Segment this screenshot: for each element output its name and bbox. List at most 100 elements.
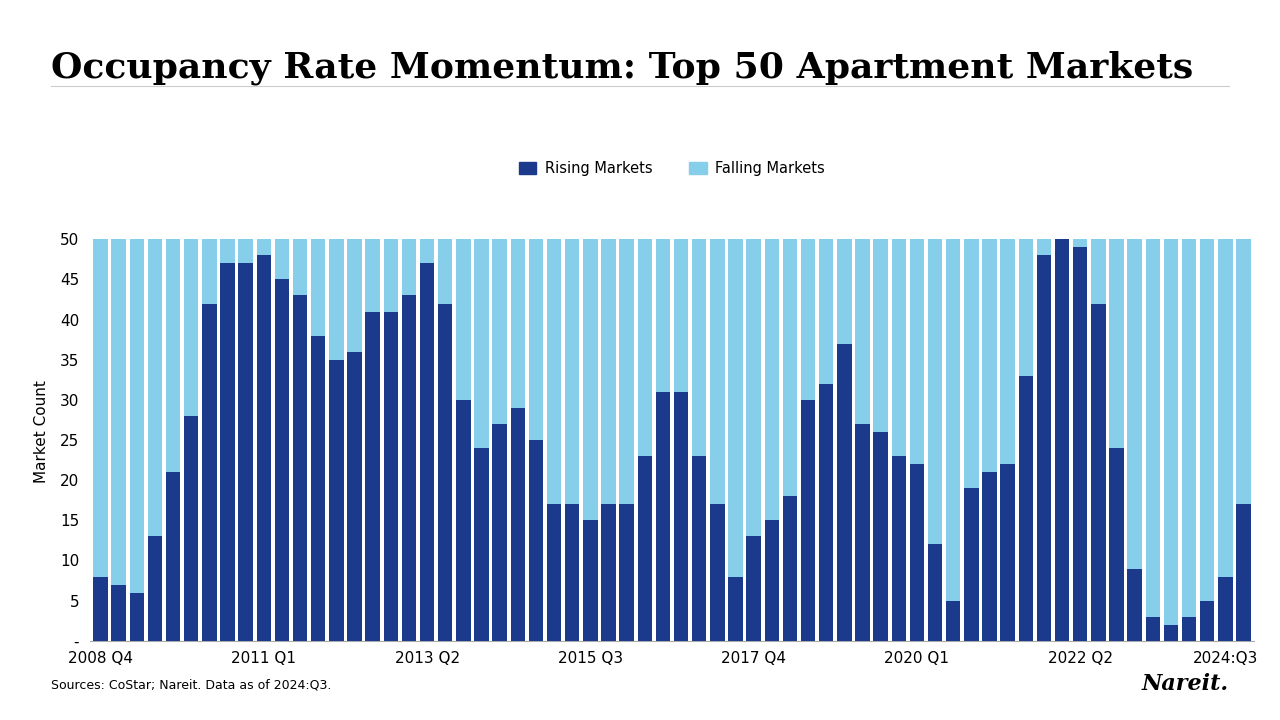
Bar [184, 239, 198, 641]
Bar [293, 239, 307, 641]
Bar [801, 400, 815, 641]
Bar [1128, 239, 1142, 641]
Bar [511, 239, 525, 641]
Bar [147, 239, 163, 641]
Bar [238, 264, 253, 641]
Bar [1001, 239, 1015, 641]
Bar [420, 264, 434, 641]
Bar [1073, 247, 1088, 641]
Bar [1019, 376, 1033, 641]
Bar [746, 239, 760, 641]
Bar [928, 239, 942, 641]
Bar [256, 239, 271, 641]
Bar [238, 239, 253, 641]
Bar [474, 239, 489, 641]
Bar [584, 239, 598, 641]
Bar [1181, 617, 1197, 641]
Bar [710, 239, 724, 641]
Bar [964, 488, 979, 641]
Bar [129, 593, 145, 641]
Bar [1236, 504, 1251, 641]
Bar [329, 360, 343, 641]
Bar [1219, 577, 1233, 641]
Bar [511, 408, 525, 641]
Bar [602, 239, 616, 641]
Bar [837, 343, 851, 641]
Bar [293, 295, 307, 641]
Bar [1073, 239, 1088, 641]
Bar [655, 239, 671, 641]
Legend: Rising Markets, Falling Markets: Rising Markets, Falling Markets [513, 156, 831, 182]
Bar [928, 544, 942, 641]
Bar [1164, 625, 1178, 641]
Bar [1037, 239, 1051, 641]
Text: Sources: CoStar; Nareit. Data as of 2024:Q3.: Sources: CoStar; Nareit. Data as of 2024… [51, 678, 332, 691]
Bar [1110, 448, 1124, 641]
Bar [764, 239, 780, 641]
Bar [637, 456, 652, 641]
Bar [1001, 464, 1015, 641]
Bar [329, 239, 343, 641]
Bar [365, 239, 380, 641]
Text: Occupancy Rate Momentum: Top 50 Apartment Markets: Occupancy Rate Momentum: Top 50 Apartmen… [51, 50, 1193, 85]
Bar [1110, 239, 1124, 641]
Bar [892, 456, 906, 641]
Bar [564, 504, 580, 641]
Bar [166, 472, 180, 641]
Bar [93, 577, 108, 641]
Bar [1019, 239, 1033, 641]
Bar [1146, 239, 1160, 641]
Y-axis label: Market Count: Market Count [33, 381, 49, 483]
Bar [474, 448, 489, 641]
Bar [910, 464, 924, 641]
Bar [728, 577, 742, 641]
Bar [129, 239, 145, 641]
Bar [1199, 239, 1215, 641]
Bar [93, 239, 108, 641]
Bar [873, 432, 888, 641]
Bar [184, 416, 198, 641]
Bar [692, 456, 707, 641]
Bar [347, 239, 362, 641]
Bar [673, 239, 689, 641]
Bar [746, 536, 760, 641]
Bar [365, 312, 380, 641]
Bar [1091, 304, 1106, 641]
Bar [620, 239, 634, 641]
Bar [782, 239, 797, 641]
Bar [910, 239, 924, 641]
Bar [673, 392, 689, 641]
Bar [456, 239, 471, 641]
Bar [547, 239, 562, 641]
Bar [602, 504, 616, 641]
Bar [1199, 600, 1215, 641]
Bar [1181, 239, 1197, 641]
Bar [111, 239, 125, 641]
Bar [982, 239, 997, 641]
Bar [1219, 239, 1233, 641]
Bar [782, 496, 797, 641]
Bar [964, 239, 979, 641]
Bar [438, 239, 452, 641]
Bar [710, 504, 724, 641]
Bar [946, 600, 960, 641]
Bar [456, 400, 471, 641]
Bar [402, 295, 416, 641]
Bar [493, 424, 507, 641]
Bar [1146, 617, 1160, 641]
Bar [855, 424, 870, 641]
Bar [529, 440, 543, 641]
Bar [529, 239, 543, 641]
Bar [655, 392, 671, 641]
Bar [402, 239, 416, 641]
Bar [384, 239, 398, 641]
Bar [692, 239, 707, 641]
Bar [547, 504, 562, 641]
Bar [764, 521, 780, 641]
Bar [311, 336, 325, 641]
Bar [166, 239, 180, 641]
Bar [620, 504, 634, 641]
Bar [873, 239, 888, 641]
Bar [275, 239, 289, 641]
Bar [801, 239, 815, 641]
